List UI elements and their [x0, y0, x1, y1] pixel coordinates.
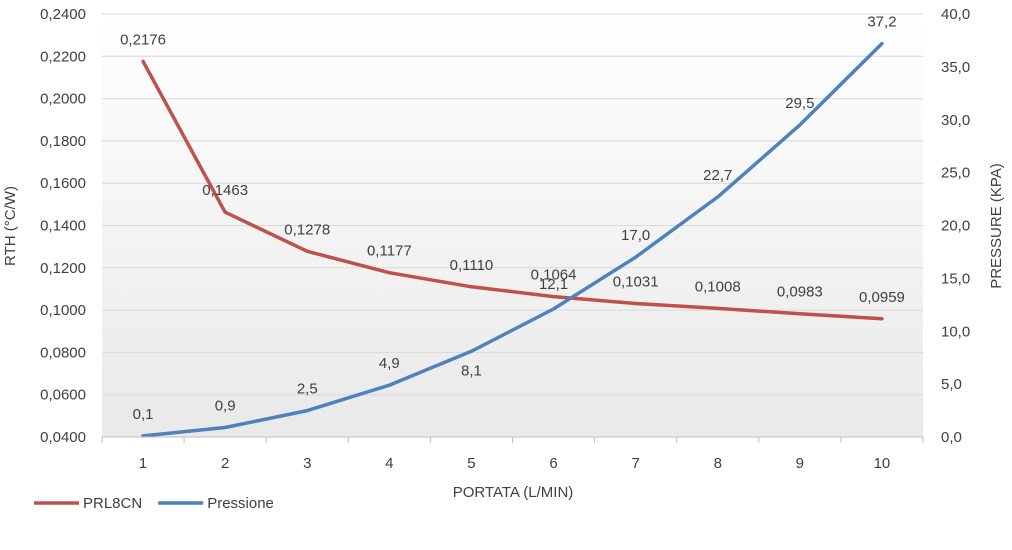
data-label: 37,2 [867, 14, 896, 31]
data-label: 0,2176 [120, 31, 166, 48]
x-axis-title: PORTATA (L/MIN) [453, 484, 574, 501]
data-label: 0,1 [133, 406, 154, 423]
y-tick-label: 0,2000 [40, 91, 86, 108]
x-tick-label: 9 [796, 455, 804, 472]
x-tick-label: 10 [874, 455, 891, 472]
data-label: 0,0983 [777, 284, 823, 301]
data-label: 0,9 [215, 397, 236, 414]
data-label: 0,1463 [202, 182, 248, 199]
data-label: 0,1177 [367, 243, 412, 260]
data-label: 0,1110 [450, 257, 494, 274]
y2-tick-label: 0,0 [941, 429, 962, 446]
series-line-pressione [141, 41, 884, 438]
y-tick-label: 0,1800 [40, 133, 86, 150]
data-label: 2,5 [297, 381, 318, 398]
y-tick-label: 0,1000 [40, 302, 86, 319]
y-tick-label: 0,1400 [40, 218, 86, 235]
y-tick-label: 0,2200 [40, 48, 86, 65]
data-label: 4,9 [379, 355, 400, 372]
y2-tick-label: 35,0 [941, 59, 970, 76]
x-tick-label: 5 [467, 455, 475, 472]
y-axis-title: RTH (°C/W) [2, 186, 19, 266]
y-tick-label: 0,0600 [40, 387, 86, 404]
x-tick-label: 1 [139, 455, 147, 472]
x-tick-label: 2 [221, 455, 229, 472]
data-label: 17,0 [621, 227, 650, 244]
y-tick-label: 0,1200 [40, 260, 86, 277]
data-label: 0,1008 [695, 278, 741, 295]
y2-tick-label: 20,0 [941, 218, 970, 235]
y2-tick-label: 15,0 [941, 270, 970, 287]
y-tick-label: 0,0800 [40, 344, 86, 361]
legend-label: Pressione [207, 495, 274, 512]
data-label: 0,1031 [613, 274, 659, 291]
x-tick-label: 8 [714, 455, 722, 472]
x-tick-label: 4 [385, 455, 393, 472]
y2-tick-label: 30,0 [941, 112, 970, 129]
x-tick-label: 6 [549, 455, 557, 472]
y2-tick-label: 25,0 [941, 165, 970, 182]
data-label: 8,1 [461, 362, 482, 379]
legend-label: PRL8CN [83, 495, 142, 512]
data-label: 12,1 [539, 276, 568, 293]
y2-tick-label: 40,0 [941, 6, 970, 23]
data-label: 0,1278 [284, 221, 330, 238]
x-tick-label: 3 [303, 455, 311, 472]
data-label: 0,1064 [531, 267, 577, 284]
y2-axis-title: PRESSURE (KPA) [988, 163, 1005, 289]
y2-tick-label: 10,0 [941, 323, 970, 340]
x-tick-label: 7 [631, 455, 639, 472]
y-tick-label: 0,0400 [40, 429, 86, 446]
data-label: 22,7 [703, 167, 732, 184]
y2-tick-label: 5,0 [941, 376, 962, 393]
legend: PRL8CN Pressione [34, 495, 274, 512]
data-label: 29,5 [785, 95, 814, 112]
data-label: 0,0959 [859, 289, 905, 306]
y-tick-label: 0,2400 [40, 6, 86, 23]
y-tick-label: 0,1600 [40, 175, 86, 192]
series-line-prl8cn [141, 59, 884, 321]
